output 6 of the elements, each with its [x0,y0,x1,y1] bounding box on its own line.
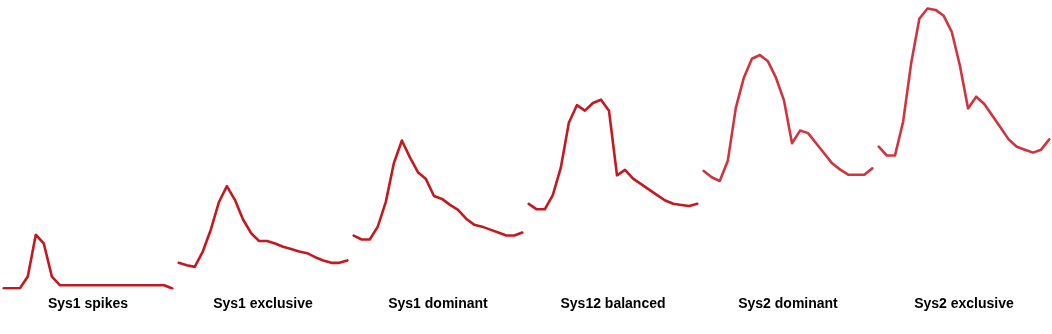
x-axis-title: Sys2 exclusive [914,294,1015,311]
x-axis-title: Sys1 spikes [47,294,129,311]
x-axis-title: Sys12 balanced [560,294,666,311]
x-axis-title: Sys1 exclusive [213,294,314,311]
x-axis-title: Sys1 dominant [388,294,489,311]
x-axis-title: Sys2 dominant [738,294,839,311]
